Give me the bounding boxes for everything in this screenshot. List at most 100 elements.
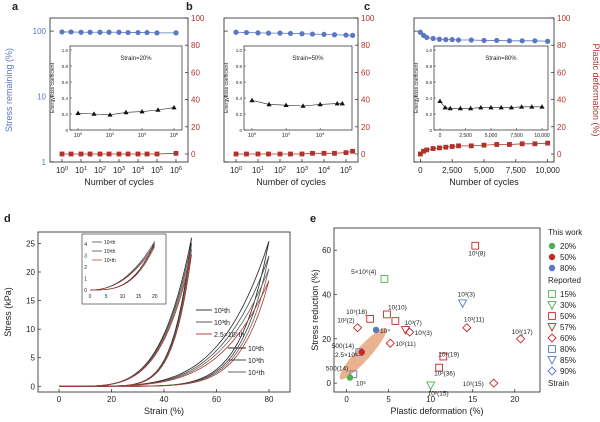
inset-point bbox=[249, 97, 255, 103]
data-point bbox=[437, 145, 442, 151]
legend-label: 20% bbox=[560, 242, 576, 251]
data-point bbox=[436, 36, 443, 42]
data-point bbox=[243, 29, 250, 36]
x-tick-label: 101 bbox=[252, 166, 264, 175]
legend-marker bbox=[548, 312, 556, 320]
inset-x-tick-label: 100 bbox=[74, 132, 82, 139]
inset-y-tick-label: 3 bbox=[84, 253, 87, 259]
legend-label: 10¹th bbox=[248, 346, 264, 353]
data-point bbox=[116, 29, 122, 35]
data-point bbox=[265, 30, 272, 36]
reported-point bbox=[471, 241, 480, 250]
inset-point bbox=[283, 102, 289, 107]
y-tick-label: 0 bbox=[327, 379, 332, 388]
inset-y-tick-label: 1.0 bbox=[236, 48, 243, 53]
point-label: 10³(3) bbox=[415, 330, 432, 337]
x-axis-label: Plastic deformation (%) bbox=[390, 406, 483, 416]
y-tick-label: 15 bbox=[26, 297, 35, 306]
x-tick-label: 7,500 bbox=[506, 166, 527, 175]
data-point bbox=[417, 29, 423, 35]
reported-point bbox=[383, 310, 391, 319]
point-label: 10³(19) bbox=[438, 352, 459, 359]
legend-title: Reported bbox=[548, 276, 581, 285]
legend-marker bbox=[547, 333, 557, 343]
inset-x-tick-label: 15 bbox=[136, 294, 142, 300]
inset-y-tick-label: 0.8 bbox=[236, 64, 243, 69]
data-point bbox=[173, 30, 179, 36]
legend-marker bbox=[548, 242, 556, 250]
y-right-tick-label: 60 bbox=[191, 68, 200, 77]
panel-a: a 100 101 102 103 104 105 106 1 10 100 0 20 40 60 80 100… bbox=[4, 1, 205, 187]
legend-marker bbox=[548, 253, 556, 261]
y-right-tick-label: 40 bbox=[361, 96, 370, 105]
data-point bbox=[506, 38, 513, 44]
inset-point bbox=[529, 104, 535, 109]
legend-marker bbox=[547, 323, 557, 332]
x-tick-label: 100 bbox=[56, 166, 68, 175]
legend-marker bbox=[548, 345, 556, 353]
y-right-tick-label: 100 bbox=[557, 14, 571, 23]
inset-y-tick-label: 0.6 bbox=[426, 80, 433, 85]
data-point bbox=[519, 38, 525, 44]
inset-y-tick-label: 1.0 bbox=[62, 48, 69, 53]
legend-label: 50% bbox=[560, 253, 576, 262]
inset-y-tick-label: 0.4 bbox=[62, 96, 69, 101]
legend-label: 10³th bbox=[214, 320, 230, 327]
panel-label: d bbox=[4, 213, 11, 225]
y-tick-label: 0 bbox=[31, 382, 36, 391]
data-point bbox=[97, 29, 103, 35]
x-tick-label: 20 bbox=[510, 395, 519, 404]
data-point bbox=[507, 142, 512, 147]
data-point bbox=[59, 29, 65, 35]
data-point bbox=[321, 31, 327, 38]
data-point bbox=[299, 31, 305, 37]
x-tick-label: 0 bbox=[418, 166, 423, 175]
this-work-point bbox=[346, 374, 354, 381]
data-point bbox=[532, 141, 538, 147]
inset-point bbox=[123, 109, 129, 115]
x-tick-label: 104 bbox=[132, 166, 144, 175]
plot-frame bbox=[223, 17, 359, 163]
y-axis-label: Stress reduction (%) bbox=[310, 269, 320, 351]
inset-y-tick-label: 0.4 bbox=[236, 96, 243, 101]
inset-y-tick-label: 0.2 bbox=[62, 112, 69, 117]
reported-point bbox=[352, 323, 363, 333]
inset-point bbox=[447, 105, 453, 111]
point-label: 10³(11) bbox=[464, 317, 484, 324]
inset-frame bbox=[243, 45, 353, 131]
x-tick-label: 102 bbox=[94, 166, 106, 175]
inset-x-tick-label: 106 bbox=[170, 132, 178, 139]
inset-point bbox=[339, 101, 345, 106]
inset-x-tick-label: 104 bbox=[316, 132, 325, 139]
panel-c: c 0 2,500 5,000 7,500 10,000 0 20 40 60 80 100 Numbe… bbox=[364, 1, 600, 187]
data-point bbox=[68, 151, 74, 157]
data-point bbox=[106, 29, 112, 35]
x-tick-label: 10,000 bbox=[535, 166, 560, 175]
reported-point bbox=[405, 327, 415, 337]
point-label: 10⁴ bbox=[380, 328, 390, 335]
data-point bbox=[443, 144, 449, 150]
inset-x-tick-label: 0 bbox=[439, 133, 442, 139]
data-point bbox=[59, 151, 65, 157]
point-label: 5×10⁶(4) bbox=[351, 269, 376, 276]
inset-x-tick-label: 20 bbox=[152, 294, 158, 300]
y-right-tick-label: 0 bbox=[361, 150, 366, 159]
x-tick-label: 105 bbox=[151, 166, 163, 175]
x-tick-label: 102 bbox=[274, 166, 286, 175]
data-point bbox=[424, 34, 430, 41]
data-point bbox=[255, 30, 261, 36]
inset-point bbox=[317, 101, 323, 107]
data-point bbox=[417, 151, 423, 157]
plot-frame bbox=[333, 227, 541, 393]
legend-label: 30% bbox=[560, 301, 576, 310]
y-right-tick-label: 60 bbox=[361, 68, 370, 77]
inset-x-tick-label: 104 bbox=[138, 132, 147, 139]
legend-label: 57% bbox=[560, 323, 576, 332]
inset-point bbox=[300, 103, 306, 108]
x-tick-label: 40 bbox=[160, 395, 169, 404]
x-tick-label: 80 bbox=[265, 395, 274, 404]
data-point bbox=[173, 150, 179, 156]
legend-label: 90% bbox=[560, 367, 576, 376]
